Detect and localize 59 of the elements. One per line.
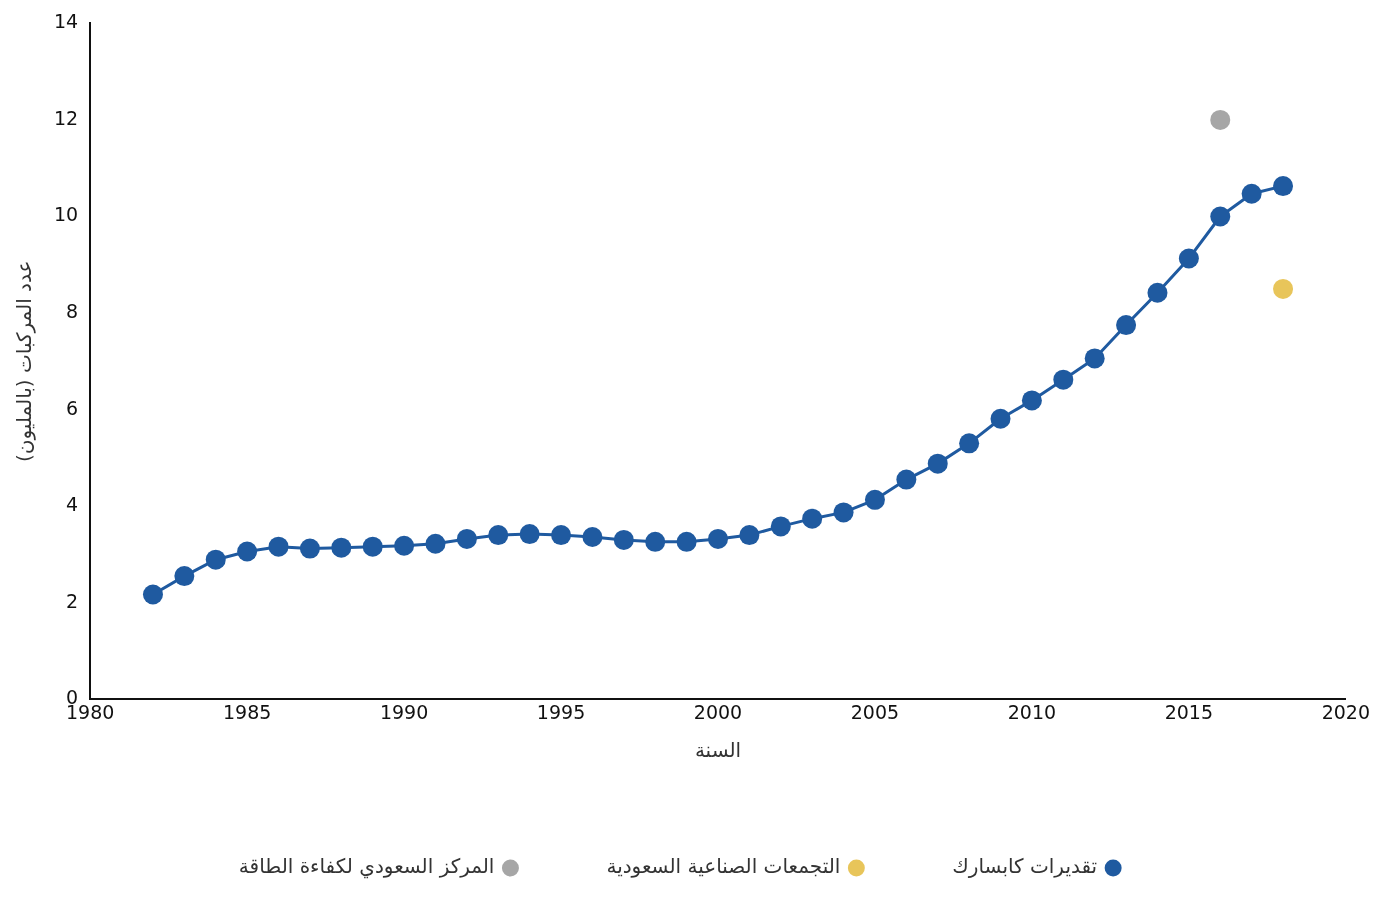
x-tick-label: 2015 xyxy=(1164,700,1214,723)
point xyxy=(927,453,948,474)
point xyxy=(739,525,760,546)
point xyxy=(394,535,415,556)
point xyxy=(205,549,226,570)
legend-label: تقديرات كابسارك xyxy=(952,854,1098,879)
legend-label: المركز السعودي لكفاءة الطاقة xyxy=(238,854,495,880)
x-axis-title: السنة xyxy=(694,738,742,763)
x-tick-label: 1995 xyxy=(536,700,586,723)
x-tick-label: 1985 xyxy=(222,700,272,723)
y-tick-label: 14 xyxy=(53,10,79,33)
point xyxy=(142,584,163,605)
point xyxy=(331,537,352,558)
x-tick-label: 1990 xyxy=(379,700,429,723)
point xyxy=(362,536,383,557)
point xyxy=(896,469,917,490)
point xyxy=(802,508,823,529)
x-tick-label: 2010 xyxy=(1007,700,1057,723)
point xyxy=(237,541,258,562)
point xyxy=(582,527,603,548)
point xyxy=(1021,390,1042,411)
point xyxy=(519,524,540,545)
y-tick-label: 12 xyxy=(53,106,79,129)
point xyxy=(1241,183,1262,204)
point xyxy=(1147,282,1168,303)
point xyxy=(1178,248,1199,269)
point xyxy=(833,502,854,523)
y-tick-label: 2 xyxy=(66,589,79,612)
point xyxy=(959,433,980,454)
point xyxy=(1210,109,1231,130)
point xyxy=(770,516,791,537)
y-axis-title: عدد المركبات (بالمليون) xyxy=(12,260,37,462)
point xyxy=(613,529,634,550)
legend-label: التجمعات الصناعية السعودية xyxy=(606,854,841,879)
point xyxy=(1116,315,1137,336)
point xyxy=(864,489,885,510)
point xyxy=(645,531,666,552)
point xyxy=(488,525,509,546)
point xyxy=(990,408,1011,429)
point xyxy=(676,531,697,552)
point xyxy=(425,533,446,554)
y-tick-label: 4 xyxy=(66,493,79,516)
point xyxy=(174,566,195,587)
point xyxy=(1273,278,1294,299)
point xyxy=(456,528,477,549)
point xyxy=(1273,176,1294,197)
point xyxy=(551,525,572,546)
point xyxy=(268,536,289,557)
y-tick-label: 8 xyxy=(66,299,79,322)
x-tick-label: 2005 xyxy=(850,700,900,723)
point xyxy=(708,528,728,549)
x-tick-label: 2000 xyxy=(693,700,743,723)
point xyxy=(1210,206,1231,227)
point xyxy=(1053,369,1074,390)
y-tick-label: 6 xyxy=(66,396,79,419)
point xyxy=(1084,348,1105,369)
y-tick-label: 10 xyxy=(53,203,79,226)
x-tick-label: 2020 xyxy=(1321,700,1370,723)
point xyxy=(299,538,320,559)
